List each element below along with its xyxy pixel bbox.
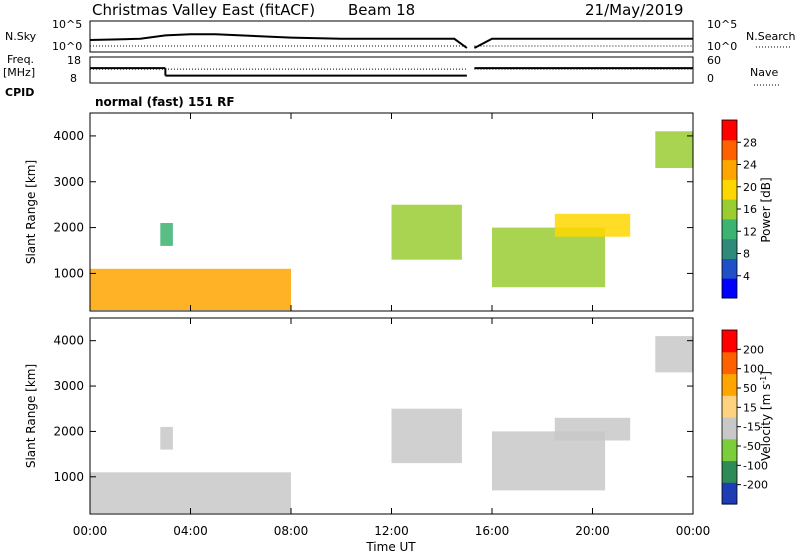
colorbar-swatch (722, 417, 737, 440)
velocity-colorbar: 200 100 50 15 -15 -50 -100 -200 (721, 329, 768, 505)
xtick-label: 00:00 (73, 524, 108, 538)
colorbar-swatch (722, 373, 737, 396)
nsky-line-b (473, 37, 693, 49)
xtick-label: 08:00 (274, 524, 309, 538)
freq-label-line2: [MHz] (3, 66, 35, 79)
power-ylabel: Slant Range [km] (24, 160, 38, 264)
plot-title: Christmas Valley East (fitACF) (92, 1, 315, 19)
colorbar-tick-label: 200 (743, 343, 764, 356)
colorbar-swatch (722, 482, 737, 505)
colorbar-tick-label: 15 (743, 401, 757, 414)
colorbar-swatch (722, 139, 737, 161)
freq-panel-frame (89, 56, 694, 84)
xtick-label: 12:00 (374, 524, 409, 538)
colorbar-tick-label: -200 (743, 479, 768, 492)
noise-series (89, 33, 693, 49)
echo-band (391, 408, 462, 464)
ytick-label: 4000 (53, 334, 84, 348)
beam-label: Beam 18 (348, 1, 415, 19)
xtick-label: 04:00 (173, 524, 208, 538)
xtick-label: 20:00 (575, 524, 610, 538)
colorbar-tick-label: -100 (743, 459, 768, 472)
freq-label-line1: Freq. (7, 53, 34, 66)
nave-label: Nave (750, 66, 778, 79)
colorbar-tick-label: 28 (743, 136, 757, 149)
power-heatmap (90, 131, 693, 311)
xtick-label: 16:00 (475, 524, 510, 538)
ytick-label: 2000 (53, 424, 84, 438)
colorbar-tick-label: -50 (743, 440, 761, 453)
ytick-label: 1000 (53, 266, 84, 280)
echo-band (160, 426, 173, 450)
echo-band (160, 223, 173, 246)
power-y-axis: 1000 2000 3000 4000 (53, 129, 693, 280)
echo-band (492, 227, 606, 288)
colorbar-swatch (722, 238, 737, 259)
colorbar-swatch (722, 351, 737, 375)
echo-band (554, 213, 631, 237)
freq-ytick-left-top: 18 (67, 54, 81, 67)
velocity-colorbar-label: Velocity [m s-1] (759, 371, 774, 461)
colorbar-tick-label: 50 (743, 382, 757, 395)
colorbar-tick-label: 12 (743, 225, 757, 238)
colorbar-swatch (722, 278, 737, 299)
velocity-ylabel: Slant Range [km] (24, 364, 38, 468)
nsky-label: N.Sky (5, 30, 37, 43)
ytick-label: 4000 (53, 129, 84, 143)
ytick-label: 2000 (53, 221, 84, 235)
freq-ytick-right-bottom: 0 (707, 72, 714, 85)
ytick-label: 3000 (53, 175, 84, 189)
ytick-label: 3000 (53, 379, 84, 393)
colorbar-swatch (722, 258, 737, 279)
colorbar-swatch (722, 159, 737, 180)
velocity-y-axis: 1000 2000 3000 4000 (53, 334, 693, 484)
echo-band (554, 417, 631, 441)
colorbar-swatch (722, 120, 737, 141)
freq-ytick-right-top: 60 (707, 54, 721, 67)
nsearch-label: N.Search (746, 30, 796, 43)
cpid-label: CPID (5, 86, 34, 99)
colorbar-swatch (722, 218, 737, 240)
colorbar-tick-label: 4 (743, 270, 750, 283)
velocity-heatmap (90, 336, 693, 514)
ytick-label: 1000 (53, 470, 84, 484)
colorbar-swatch (722, 438, 737, 462)
noise-ytick-right-bottom: 10^0 (707, 40, 737, 53)
echo-band (90, 268, 291, 311)
colorbar-frame (721, 329, 738, 505)
echo-band (391, 204, 462, 260)
time-x-axis: 00:00 04:00 08:00 12:00 16:00 20:00 00:00 (73, 113, 711, 538)
colorbar-tick-label: 16 (743, 203, 757, 216)
colorbar-tick-label: -15 (743, 421, 761, 434)
colorbar-swatch (722, 199, 737, 220)
xtick-label: 00:00 (676, 524, 711, 538)
freq-series (90, 67, 693, 77)
colorbar-tick-label: 20 (743, 181, 757, 194)
echo-band (492, 431, 606, 491)
date-label: 21/May/2019 (585, 1, 683, 19)
noise-panel-frame (89, 20, 694, 53)
cpid-text: normal (fast) 151 RF (95, 95, 235, 109)
freq-ytick-left-bottom: 8 (70, 72, 77, 85)
colorbar-tick-label: 24 (743, 159, 757, 172)
echo-band (655, 131, 693, 168)
noise-ytick-right-top: 10^5 (707, 18, 737, 31)
colorbar-swatch (722, 395, 737, 418)
colorbar-swatch (722, 179, 737, 200)
power-colorbar: 28 24 20 16 12 8 4 (721, 119, 757, 299)
x-axis-label: Time UT (365, 540, 416, 554)
noise-ytick-left-bottom: 10^0 (52, 40, 82, 53)
colorbar-tick-label: 8 (743, 248, 750, 261)
noise-ytick-left-top: 10^5 (52, 18, 82, 31)
power-colorbar-label: Power [dB] (759, 177, 773, 242)
colorbar-tick-label: 100 (743, 363, 764, 376)
colorbar-swatch (722, 460, 737, 483)
colorbar-swatch (722, 330, 737, 353)
echo-band (90, 472, 291, 514)
echo-band (655, 336, 693, 373)
nsky-line-a (89, 33, 468, 49)
